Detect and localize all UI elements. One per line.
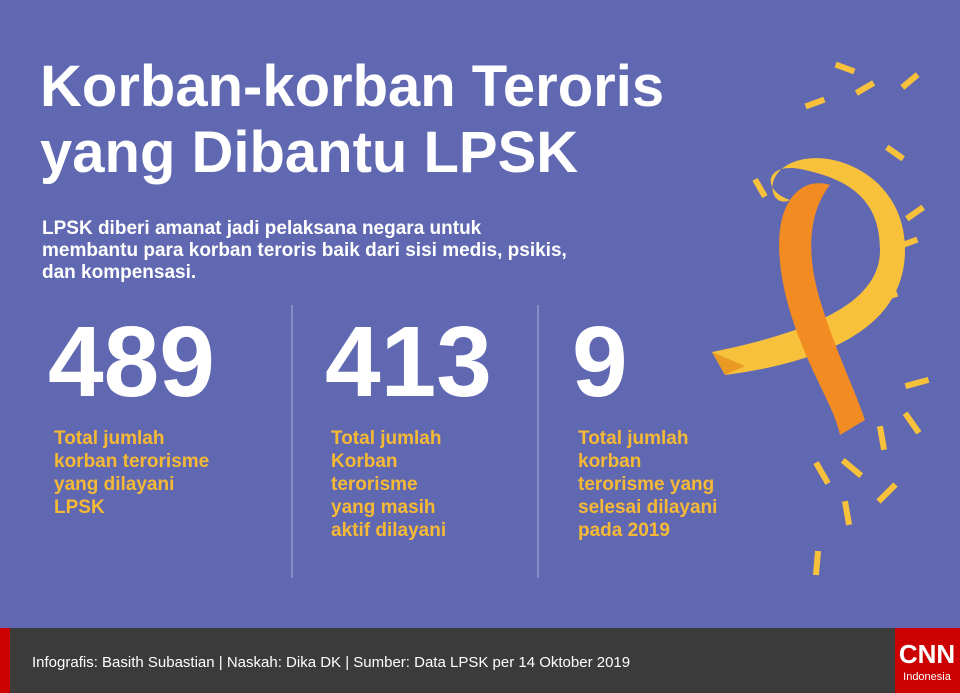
logo-box: [895, 628, 960, 693]
stat-label: Total jumlah: [54, 428, 164, 449]
stat-label: yang dilayani: [54, 474, 174, 495]
ribbon: [712, 158, 905, 435]
title-line: Korban-korban Teroris: [40, 54, 664, 119]
footer-bar: [0, 628, 960, 693]
stat-label: terorisme yang: [578, 474, 714, 495]
stat-value: 9: [572, 306, 628, 418]
description-line: membantu para korban teroris baik dari s…: [42, 240, 567, 261]
stat-label: Korban: [331, 451, 398, 472]
logo-text: CNN: [899, 639, 955, 669]
description-line: LPSK diberi amanat jadi pelaksana negara…: [42, 218, 482, 239]
stat-label: terorisme: [331, 474, 418, 495]
stat-value: 413: [325, 306, 492, 418]
stat-label: LPSK: [54, 497, 105, 518]
stat-label: Total jumlah: [578, 428, 688, 449]
title-line: yang Dibantu LPSK: [40, 120, 578, 185]
stat-label: aktif dilayani: [331, 520, 446, 541]
stat-value: 489: [48, 306, 215, 418]
stat-label: korban terorisme: [54, 451, 209, 472]
stat-label: selesai dilayani: [578, 497, 717, 518]
footer-credits: Infografis: Basith Subastian | Naskah: D…: [32, 654, 630, 671]
logo-subtext: Indonesia: [903, 671, 952, 683]
description-line: dan kompensasi.: [42, 262, 196, 283]
stat-label: Total jumlah: [331, 428, 441, 449]
footer-accent: [0, 628, 10, 693]
bullets: [752, 61, 930, 576]
stat-label: pada 2019: [578, 520, 670, 541]
stat-label: yang masih: [331, 497, 436, 518]
stat-label: korban: [578, 451, 641, 472]
